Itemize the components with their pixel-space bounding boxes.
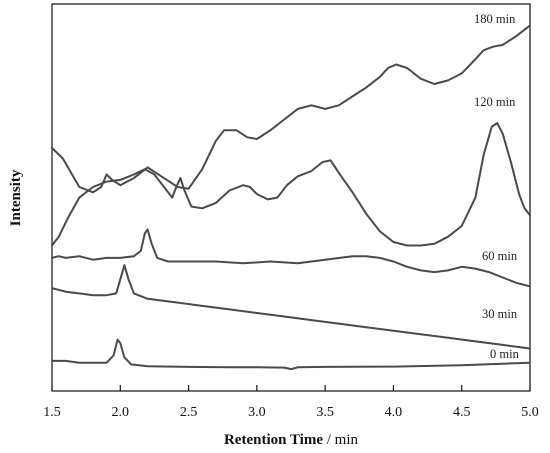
series-line-4 <box>51 338 531 371</box>
series-line-3 <box>51 264 531 350</box>
series-label-3: 30 min <box>482 307 518 321</box>
series-label-1: 120 min <box>474 95 516 109</box>
series-label-layer: 180 min 120 min 60 min 30 min 0 min <box>474 12 520 361</box>
y-axis-title: Intensity <box>8 169 24 226</box>
plot-frame <box>51 3 531 392</box>
series-line-0 <box>51 24 531 194</box>
series-layer <box>51 24 531 371</box>
x-tick-label-5: 4.0 <box>385 405 403 420</box>
series-line-2 <box>51 228 531 288</box>
x-tick-label-2: 2.5 <box>180 405 198 420</box>
x-axis-ticks: 1.5 2.0 2.5 3.0 3.5 4.0 4.5 5.0 <box>43 385 539 420</box>
x-tick-label-1: 2.0 <box>112 405 130 420</box>
x-tick-label-0: 1.5 <box>43 405 61 420</box>
x-tick-label-7: 5.0 <box>521 405 539 420</box>
series-label-2: 60 min <box>482 249 518 263</box>
series-line-1 <box>51 122 531 247</box>
x-tick-label-6: 4.5 <box>453 405 471 420</box>
x-axis-title: Retention Time / min <box>224 432 359 448</box>
x-tick-label-4: 3.5 <box>316 405 334 420</box>
series-label-4: 0 min <box>490 347 520 361</box>
x-tick-label-3: 3.0 <box>248 405 266 420</box>
series-label-0: 180 min <box>474 12 516 26</box>
